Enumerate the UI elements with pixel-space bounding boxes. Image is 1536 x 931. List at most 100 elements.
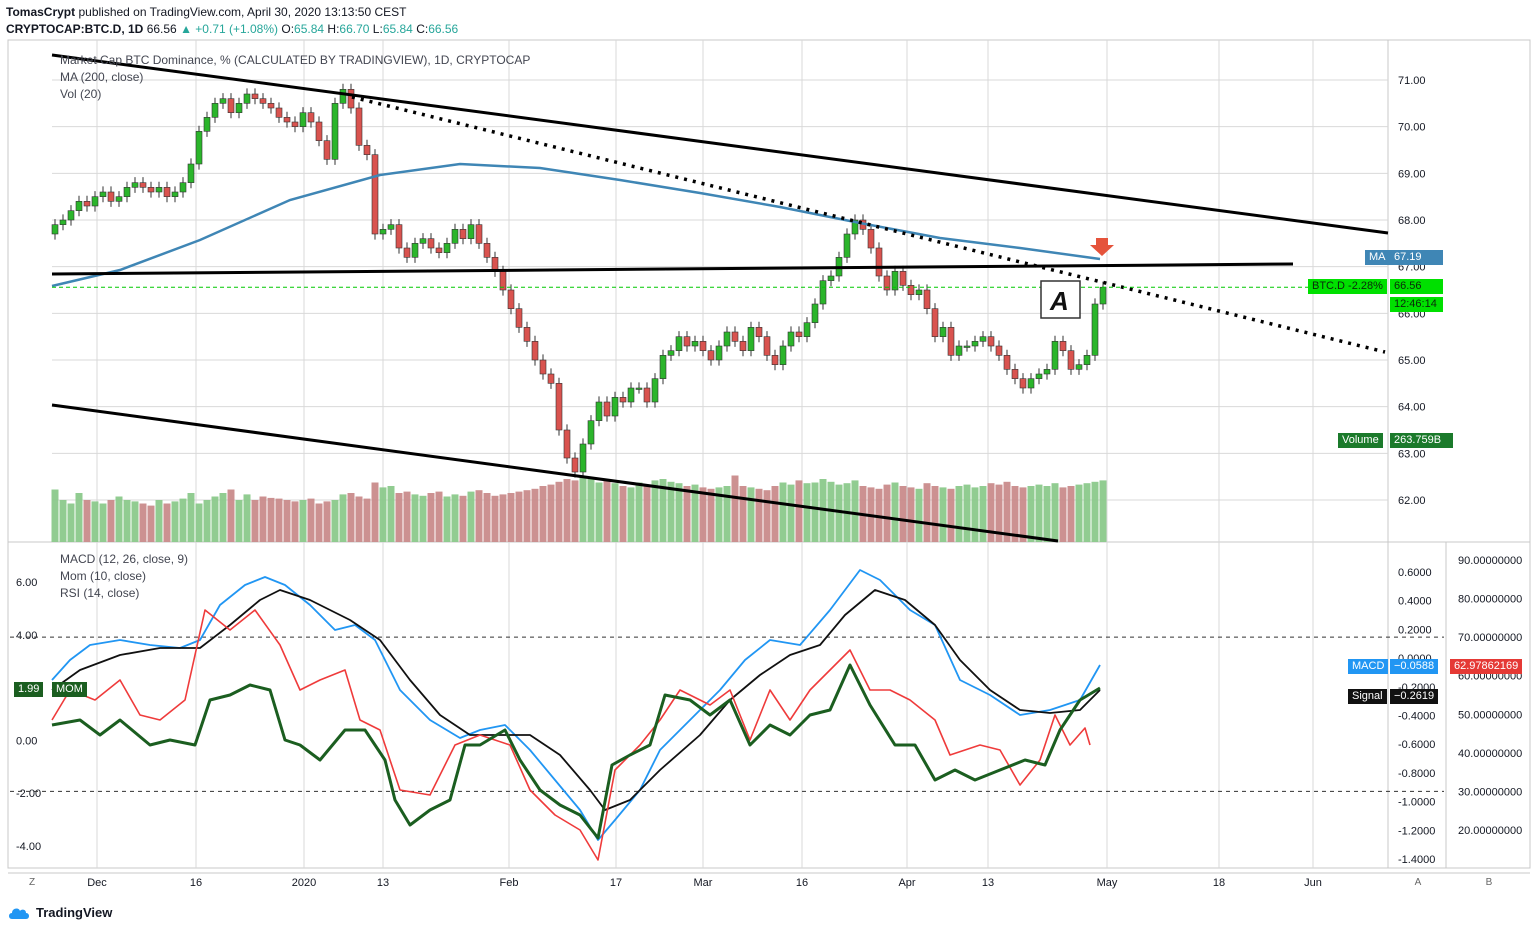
candle-body <box>251 93 259 99</box>
volume-bar <box>619 486 627 542</box>
candle-body <box>539 359 547 375</box>
chart-canvas[interactable]: 71.0070.0069.0068.0067.0066.0065.0064.00… <box>0 0 1536 899</box>
candle-body <box>659 355 667 379</box>
volume-bar <box>699 487 707 542</box>
mom-study-label[interactable]: Mom (10, close) <box>60 569 147 583</box>
volume-bar <box>1099 480 1107 542</box>
rsi-line <box>51 663 1101 840</box>
candle-body <box>643 387 651 403</box>
symbol-label[interactable]: CRYPTOCAP:BTC.D, 1D <box>6 22 144 36</box>
price-tick-label: 65.00 <box>1398 355 1426 367</box>
volume-bar <box>555 481 563 542</box>
volume-bar <box>395 493 403 542</box>
auto-scale-button[interactable]: A <box>1415 877 1422 888</box>
volume-bar <box>899 486 907 542</box>
volume-bar <box>331 500 339 542</box>
candle-body <box>147 187 155 193</box>
candle-body <box>307 112 315 123</box>
candle-body <box>963 345 971 348</box>
indicator-pane <box>7 541 1531 869</box>
candle-body <box>979 336 987 342</box>
candle-body <box>579 443 587 473</box>
candle-body <box>683 336 691 347</box>
candle-body <box>75 201 83 211</box>
candle-body <box>1099 286 1107 305</box>
volume-bar <box>195 503 203 542</box>
volume-bar <box>387 486 395 542</box>
candle-body <box>603 401 611 417</box>
candle-body <box>955 345 963 356</box>
candle-body <box>67 210 75 221</box>
volume-bar <box>99 503 107 542</box>
candle-body <box>83 201 91 207</box>
candle-body <box>339 89 347 104</box>
candle-body <box>675 336 683 351</box>
mom-tick-label: -2.00 <box>16 788 41 800</box>
candle-body <box>1019 378 1027 389</box>
tradingview-logo[interactable]: TradingView <box>8 905 112 920</box>
candle-body <box>299 112 307 127</box>
rsi-tick-label: 80.00000000 <box>1458 594 1522 606</box>
volume-bar <box>531 488 539 542</box>
volume-bar <box>507 493 515 542</box>
candle-body <box>787 331 795 347</box>
rsi-tick-label: 50.00000000 <box>1458 709 1522 721</box>
volume-bar <box>907 487 915 542</box>
candle-body <box>219 98 227 104</box>
price-tick-label: 64.00 <box>1398 402 1426 414</box>
candle-body <box>163 187 171 197</box>
volume-bar <box>651 480 659 542</box>
candle-body <box>899 271 907 286</box>
volume-bar <box>259 496 267 542</box>
annotation-box <box>1040 280 1081 319</box>
author-name[interactable]: TomasCrypt <box>6 5 76 19</box>
study-title[interactable]: Market Cap BTC Dominance, % (CALCULATED … <box>60 53 531 67</box>
volume-bar <box>1051 483 1059 542</box>
candle-body <box>779 345 787 365</box>
candle-body <box>443 243 451 253</box>
volume-bar <box>747 487 755 542</box>
volume-study-label[interactable]: Vol (20) <box>60 87 102 101</box>
candle-body <box>259 98 267 104</box>
signal-tag-name: Signal <box>1348 689 1387 704</box>
candle-body <box>419 238 427 244</box>
candle-body <box>691 341 699 347</box>
close-label: C: <box>416 22 429 36</box>
volume-bar <box>315 503 323 542</box>
volume-bar <box>515 491 523 542</box>
volume-bar <box>339 494 347 542</box>
candle-body <box>931 308 939 337</box>
candle-body <box>363 145 371 155</box>
volume-bar <box>435 491 443 542</box>
volume-bar <box>763 490 771 542</box>
candle-body <box>99 191 107 197</box>
volume-bar <box>851 480 859 542</box>
volume-bar <box>627 487 635 542</box>
up-arrow-icon: ▲ <box>180 22 192 36</box>
volume-bar <box>179 498 187 542</box>
volume-bar <box>675 483 683 542</box>
candle-body <box>1003 355 1011 370</box>
ma-study-label[interactable]: MA (200, close) <box>60 70 144 84</box>
candle-body <box>771 355 779 365</box>
candle-body <box>91 196 99 207</box>
price-change: +0.71 (+1.08%) <box>195 22 279 36</box>
time-tick-label: 16 <box>190 877 202 889</box>
candle-body <box>531 341 539 361</box>
volume-bar <box>947 488 955 542</box>
volume-bar <box>203 500 211 542</box>
candle-body <box>283 117 291 123</box>
mom-tick-label: -4.00 <box>16 841 41 853</box>
upper-channel-trendline <box>51 53 1389 235</box>
candle-body <box>243 93 251 104</box>
b-scale-button[interactable]: B <box>1486 877 1493 888</box>
volume-bar <box>163 503 171 542</box>
z-button[interactable]: Z <box>29 877 35 888</box>
macd-tag-name: MACD <box>1348 659 1389 674</box>
candle-body <box>475 224 483 244</box>
volume-bar <box>451 494 459 542</box>
macd-study-label[interactable]: MACD (12, 26, close, 9) <box>60 552 189 566</box>
lower-channel-trendline <box>51 403 1059 543</box>
open-value: 65.84 <box>294 22 325 36</box>
rsi-study-label[interactable]: RSI (14, close) <box>60 586 140 600</box>
